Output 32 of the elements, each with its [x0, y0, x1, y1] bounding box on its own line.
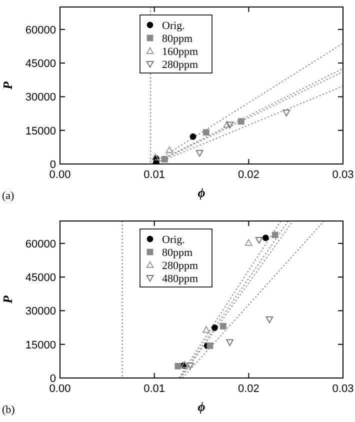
y-tick-label: 30000	[25, 92, 56, 104]
x-axis-title: ϕ	[198, 185, 206, 200]
y-tick-label: 30000	[25, 306, 56, 318]
x-tick-label: 0.00	[49, 383, 71, 395]
y-tick-label: 15000	[25, 339, 56, 352]
legend-label: 280ppm	[162, 59, 198, 71]
x-axis-title: ϕ	[198, 399, 206, 414]
y-tick-label: 0	[50, 373, 56, 385]
legend-label: Orig.	[162, 234, 186, 246]
text: (a)	[2, 190, 15, 202]
legend-label: 280ppm	[162, 260, 198, 272]
y-axis-title: P	[0, 294, 15, 304]
y-tick-label: 45000	[25, 272, 56, 284]
x-tick-label: 0.02	[238, 383, 260, 395]
x-tick-label: 0.01	[144, 169, 166, 181]
y-tick-label: 45000	[25, 58, 56, 70]
legend-label: 480ppm	[162, 273, 198, 285]
x-tick-label: 0.03	[332, 169, 354, 181]
y-tick-label: 60000	[25, 24, 56, 36]
x-tick-label: 0.02	[238, 169, 260, 181]
legend-label: 160ppm	[162, 46, 198, 58]
text: (b)	[2, 404, 16, 416]
x-tick-label: 0.03	[332, 383, 354, 395]
y-tick-label: 0	[50, 159, 56, 171]
x-tick-label: 0.00	[49, 169, 71, 181]
legend-label: 80ppm	[162, 33, 193, 45]
y-tick-label: 15000	[25, 125, 56, 138]
legend-label: Orig.	[162, 20, 186, 32]
legend-label: 80ppm	[162, 247, 193, 259]
y-axis-title: P	[0, 80, 15, 90]
x-tick-label: 0.01	[144, 383, 166, 395]
y-tick-label: 60000	[25, 238, 56, 250]
